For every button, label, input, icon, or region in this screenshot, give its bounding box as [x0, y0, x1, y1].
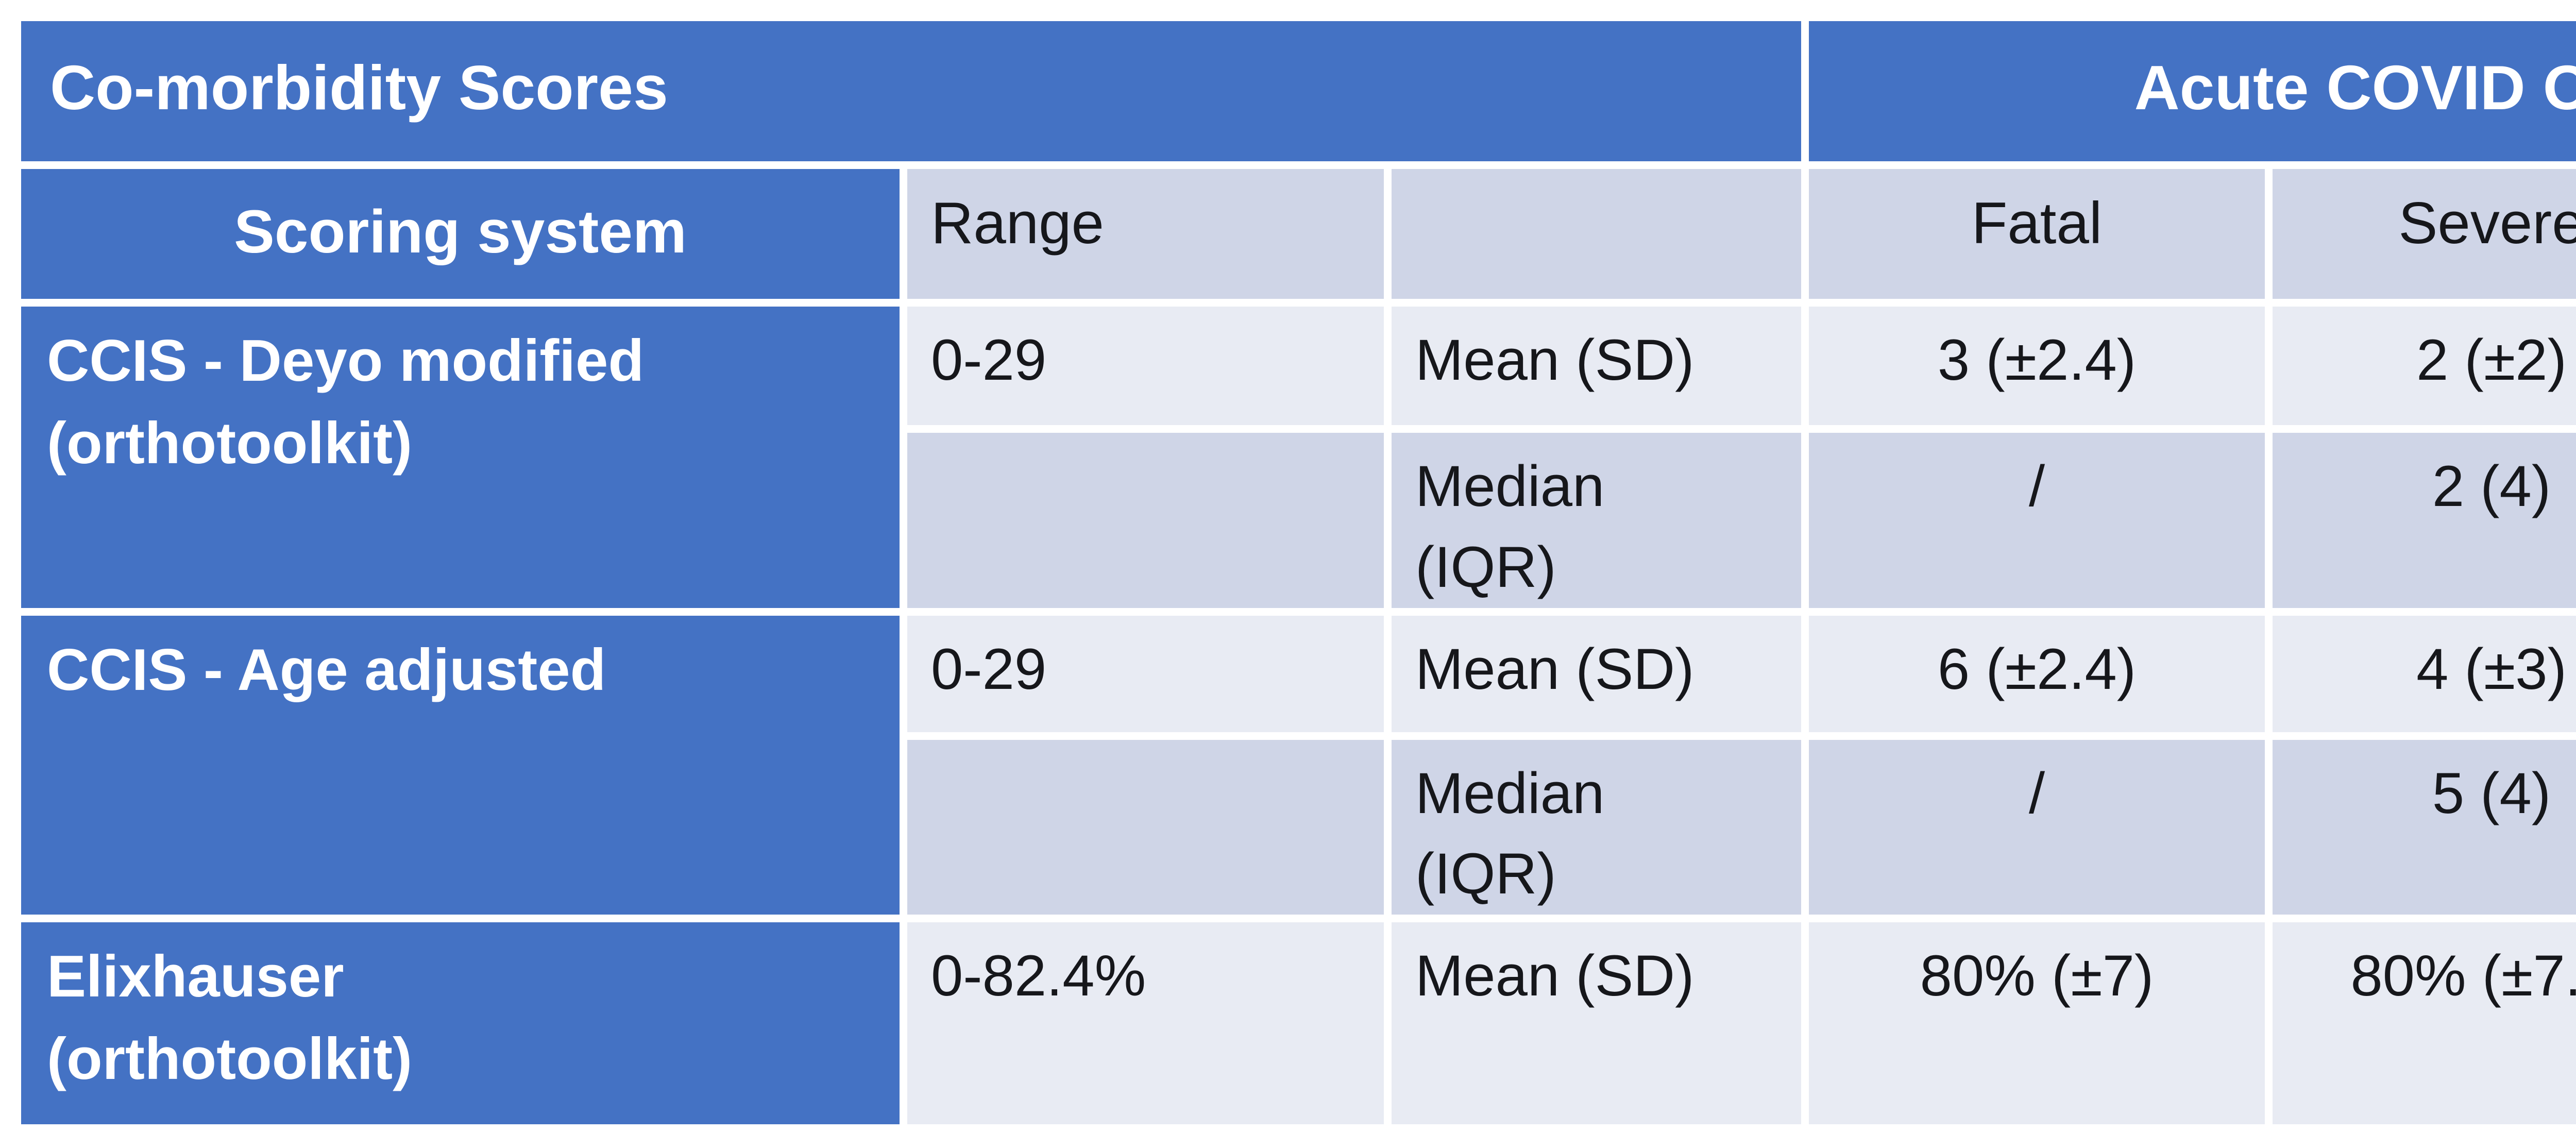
page: { "page": { "background": "#ffffff" }, "… — [21, 21, 2576, 1125]
cell-range — [907, 739, 1384, 915]
group-header-acute-covid-outcome: Acute COVID Outcome — [1809, 21, 2576, 161]
cell-severe: 5 (4) — [2273, 739, 2576, 915]
table-row: CCIS - Age adjusted 0-29 Mean (SD) 6 (±2… — [21, 615, 2576, 915]
cell-fatal: 3 (±2.4) — [1809, 307, 2265, 425]
column-header-row: Scoring system Range Fatal Severe Non-se… — [21, 169, 2576, 299]
column-header-fatal: Fatal — [1809, 169, 2265, 299]
cell-range — [907, 433, 1384, 608]
table-row: Median (IQR) / 5 (4) 5 (6) — [21, 739, 2576, 915]
table-row: Median (IQR) / 2 (4) 5 (6) — [21, 433, 2576, 608]
cell-fatal: / — [1809, 433, 2265, 608]
cell-range: 0-82.4% — [907, 922, 1384, 1125]
group-header-comorbidity-scores: Co-morbidity Scores — [21, 21, 1801, 161]
cell-stat-label: Mean (SD) — [1392, 307, 1801, 425]
cell-stat-label: Median (IQR) — [1392, 739, 1801, 915]
column-header-severe: Severe — [2273, 169, 2576, 299]
table-row: CCIS - Deyo modified (orthotoolkit) 0-29… — [21, 307, 2576, 608]
comorbidity-scores-table: Co-morbidity Scores Acute COVID Outcome … — [13, 13, 2576, 1132]
cell-severe: 2 (±2) — [2273, 307, 2576, 425]
cell-range: 0-29 — [907, 307, 1384, 425]
cell-range: 0-29 — [907, 615, 1384, 732]
cell-severe: 2 (4) — [2273, 433, 2576, 608]
cell-severe: 4 (±3) — [2273, 615, 2576, 732]
cell-fatal: 6 (±2.4) — [1809, 615, 2265, 732]
cell-fatal: / — [1809, 739, 2265, 915]
cell-stat-label: Mean (SD) — [1392, 615, 1801, 732]
row-header-ccis-deyo-modified: CCIS - Deyo modified (orthotoolkit) — [21, 307, 900, 608]
column-header-blank — [1392, 169, 1801, 299]
row-header-elixhauser: Elixhauser (orthotoolkit) — [21, 922, 900, 1125]
column-header-scoring-system: Scoring system — [21, 169, 900, 299]
cell-fatal: 80% (±7) — [1809, 922, 2265, 1125]
column-header-range: Range — [907, 169, 1384, 299]
row-header-ccis-age-adjusted: CCIS - Age adjusted — [21, 615, 900, 915]
cell-stat-label: Mean (SD) — [1392, 922, 1801, 1125]
group-header-row: Co-morbidity Scores Acute COVID Outcome — [21, 21, 2576, 161]
table-row: Elixhauser (orthotoolkit) 0-82.4% Mean (… — [21, 922, 2576, 1125]
cell-stat-label: Median (IQR) — [1392, 433, 1801, 608]
cell-severe: 80% (±7.5) — [2273, 922, 2576, 1125]
